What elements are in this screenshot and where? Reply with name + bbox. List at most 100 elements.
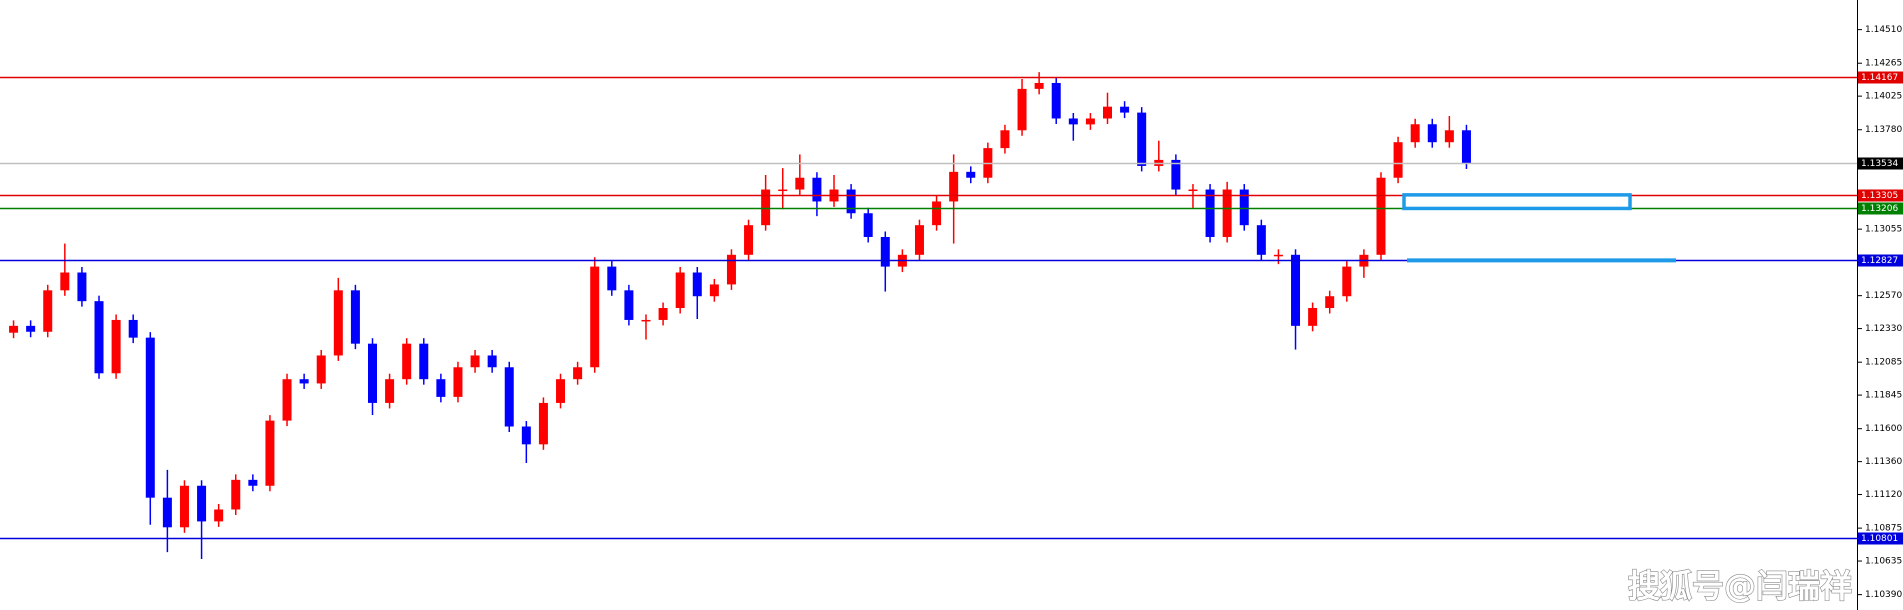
candle-body [1103, 106, 1112, 119]
candle-body [778, 189, 788, 192]
y-tick-label: 1.11360 [1865, 457, 1902, 467]
candle-body [521, 426, 531, 445]
candle-body [60, 272, 70, 291]
candle-body [1068, 118, 1078, 125]
candle-body [1085, 118, 1095, 125]
candle-body [641, 319, 651, 322]
candle-body [470, 355, 480, 368]
candle-body [179, 485, 189, 528]
candle-body [624, 290, 634, 320]
candle-body [282, 379, 292, 421]
candle-body [265, 420, 275, 486]
candle-body [556, 379, 566, 403]
level-label: 1.12827 [1861, 256, 1898, 266]
zone-box [1402, 193, 1632, 211]
candle-body [709, 284, 719, 297]
candle-body [1410, 124, 1420, 143]
level-label: 1.13305 [1861, 191, 1898, 201]
candle-body [1256, 225, 1266, 255]
candle-body [1342, 266, 1352, 297]
candle-body [1222, 189, 1232, 237]
candle-body [504, 367, 514, 427]
level-label: 1.14167 [1861, 73, 1898, 83]
y-tick-label: 1.14265 [1865, 59, 1902, 69]
level-label-box [1858, 254, 1903, 267]
candle-body [1034, 82, 1044, 89]
candle-body [77, 272, 87, 302]
candle-body [675, 272, 685, 309]
level-label: 1.13534 [1861, 159, 1898, 169]
candle-body [658, 308, 668, 320]
candle-body [949, 171, 959, 202]
y-tick-label: 1.12330 [1865, 324, 1902, 334]
candle-body [436, 379, 446, 397]
candle-body [590, 266, 600, 368]
candle-body [1171, 159, 1181, 190]
candle-body [1325, 296, 1335, 309]
y-tick-label: 1.14510 [1865, 25, 1902, 35]
candle-body [1376, 177, 1386, 255]
candle-body [9, 325, 19, 333]
candle-body [1239, 189, 1249, 226]
candle-body [1273, 254, 1283, 257]
candle-body [350, 290, 360, 344]
y-tick-label: 1.13780 [1865, 125, 1902, 135]
y-tick-label: 1.14025 [1865, 92, 1902, 102]
y-tick-label: 1.12570 [1865, 291, 1902, 301]
level-label: 1.13206 [1861, 204, 1898, 214]
candle-body [111, 319, 121, 374]
candle-body [487, 355, 497, 368]
y-tick-label: 1.13055 [1865, 225, 1902, 235]
candle-body [914, 225, 924, 255]
candle-body [231, 479, 241, 510]
candle-body [128, 319, 138, 338]
candle-body [1308, 308, 1318, 326]
candle-body [846, 189, 856, 214]
candle-body [863, 213, 873, 237]
candle-body [402, 343, 412, 380]
candle-body [453, 367, 463, 397]
candle-body [538, 402, 548, 445]
candle-body [932, 201, 942, 226]
candle-body [1461, 130, 1471, 164]
level-label-box [1858, 157, 1903, 170]
candle-body [607, 266, 617, 291]
level-label-box [1858, 202, 1903, 215]
candle-body [43, 290, 53, 332]
candle-body [145, 337, 155, 498]
y-tick-label: 1.10635 [1865, 557, 1902, 567]
candle-body [1188, 189, 1198, 192]
candle-body [94, 301, 104, 374]
candle-body [214, 509, 224, 522]
candle-body [368, 343, 377, 403]
level-label-box [1858, 189, 1903, 202]
candle-body [761, 189, 771, 226]
candle-body [966, 171, 976, 178]
watermark: 搜狐号@闫瑞祥 [1628, 567, 1852, 605]
candle-body [1000, 130, 1010, 149]
candle-body [880, 236, 890, 267]
candle-body [692, 272, 702, 297]
level-label: 1.10801 [1861, 534, 1898, 544]
candle-body [1205, 189, 1215, 237]
candle-body [316, 355, 326, 384]
y-tick-label: 1.11600 [1865, 424, 1902, 434]
level-label-box [1858, 71, 1903, 84]
candle-body [385, 379, 395, 403]
y-tick-label: 1.11845 [1865, 391, 1902, 401]
candle-body [726, 254, 736, 285]
candle-body [1427, 124, 1437, 143]
candle-body [812, 177, 822, 202]
candle-body [795, 177, 805, 190]
y-tick-label: 1.12085 [1865, 358, 1902, 368]
candle-body [248, 479, 258, 486]
candle-body [1137, 112, 1147, 166]
candle-body [299, 379, 309, 384]
candle-body [744, 225, 754, 255]
candle-body [1051, 82, 1061, 119]
candle-body [419, 343, 429, 380]
y-tick-label: 1.10875 [1865, 524, 1902, 534]
candle-body [1393, 142, 1403, 178]
